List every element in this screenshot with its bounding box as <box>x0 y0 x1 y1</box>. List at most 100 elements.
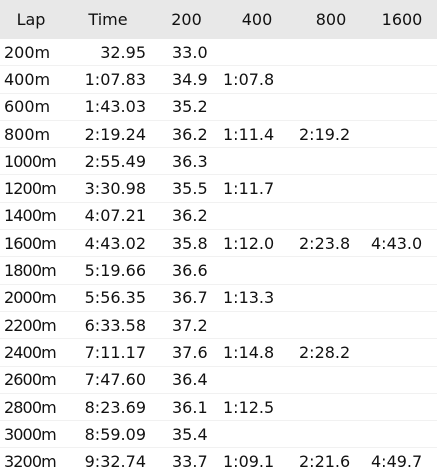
split-400-cell: 1:11.7 <box>219 174 295 203</box>
split-800-cell: 2:23.8 <box>295 229 367 258</box>
split-400-cell <box>219 93 295 121</box>
time-cell: 7:47.60 <box>62 366 154 394</box>
split-800-cell: 2:28.2 <box>295 338 367 367</box>
split-1600-cell <box>367 147 437 176</box>
time-cell: 3:30.98 <box>62 174 154 203</box>
split-800-cell <box>295 393 367 422</box>
time-cell: 1:43.03 <box>62 93 154 121</box>
split-800-cell <box>295 65 367 94</box>
table-row: 1000m 2:55.49 36.3 <box>0 147 437 176</box>
split-200-cell: 35.2 <box>154 93 219 121</box>
lap-cell: 2000m <box>0 284 62 312</box>
table-row: 3200m 9:32.74 33.7 1:09.1 2:21.6 4:49.7 <box>0 448 437 475</box>
lap-cell: 2600m <box>0 366 62 394</box>
header-lap: Lap <box>0 0 62 39</box>
lap-cell: 2200m <box>0 311 62 340</box>
split-400-cell: 1:07.8 <box>219 65 295 94</box>
lap-cell: 3200m <box>4 452 57 472</box>
lap-cell: 800m <box>0 120 62 149</box>
lap-cell: 3000m <box>0 420 62 449</box>
table-row: 1600m 4:43.02 35.8 1:12.0 2:23.8 4:43.0 <box>0 229 437 258</box>
split-400-cell <box>219 202 295 231</box>
split-1600-cell <box>367 393 437 422</box>
split-800-cell: 2:21.6 <box>299 452 351 472</box>
split-1600-cell <box>367 174 437 203</box>
split-400-cell <box>219 147 295 176</box>
split-800-cell <box>295 174 367 203</box>
table-row: 1200m 3:30.98 35.5 1:11.7 <box>0 174 437 203</box>
table-row: 200m 32.95 33.0 <box>0 39 437 67</box>
lap-cell: 1800m <box>0 256 62 285</box>
table-row: 2600m 7:47.60 36.4 <box>0 366 437 394</box>
split-1600-cell <box>367 65 437 94</box>
split-1600-cell: 4:49.7 <box>371 452 423 472</box>
split-200-cell: 36.6 <box>154 256 219 285</box>
table-row: 2200m 6:33.58 37.2 <box>0 311 437 340</box>
split-1600-cell <box>367 311 437 340</box>
table-row: 2400m 7:11.17 37.6 1:14.8 2:28.2 <box>0 338 437 367</box>
split-200-cell: 37.2 <box>154 311 219 340</box>
time-cell: 9:32.74 <box>84 452 146 472</box>
lap-cell: 2800m <box>0 393 62 422</box>
header-1600: 1600 <box>367 0 437 39</box>
time-cell: 8:23.69 <box>62 393 154 422</box>
table-row: 600m 1:43.03 35.2 <box>0 93 437 121</box>
split-400-cell: 1:12.0 <box>219 229 295 258</box>
table-row: 3000m 8:59.09 35.4 <box>0 420 437 449</box>
split-200-cell: 35.4 <box>154 420 219 449</box>
split-200-cell: 36.2 <box>154 202 219 231</box>
header-row: Lap Time 200 400 800 1600 <box>0 0 437 39</box>
split-200-cell: 36.3 <box>154 147 219 176</box>
table-row: 2800m 8:23.69 36.1 1:12.5 <box>0 393 437 422</box>
split-800-cell <box>295 202 367 231</box>
table-row: 400m 1:07.83 34.9 1:07.8 <box>0 65 437 94</box>
table-row: 2000m 5:56.35 36.7 1:13.3 <box>0 284 437 312</box>
split-200-cell: 33.7 <box>172 452 208 472</box>
time-cell: 1:07.83 <box>62 65 154 94</box>
split-800-cell <box>295 420 367 449</box>
lap-cell: 400m <box>0 65 62 94</box>
time-cell: 2:19.24 <box>62 120 154 149</box>
lap-cell: 2400m <box>0 338 62 367</box>
time-cell: 4:07.21 <box>62 202 154 231</box>
lap-cell: 1600m <box>0 229 62 258</box>
split-400-cell <box>219 311 295 340</box>
split-1600-cell <box>367 202 437 231</box>
split-400-cell: 1:11.4 <box>219 120 295 149</box>
split-800-cell <box>295 39 367 67</box>
split-800-cell <box>295 147 367 176</box>
split-200-cell: 34.9 <box>154 65 219 94</box>
split-200-cell: 35.8 <box>154 229 219 258</box>
time-cell: 7:11.17 <box>62 338 154 367</box>
split-200-cell: 37.6 <box>154 338 219 367</box>
split-400-cell <box>219 256 295 285</box>
split-1600-cell <box>367 284 437 312</box>
split-200-cell: 36.1 <box>154 393 219 422</box>
split-200-cell: 36.7 <box>154 284 219 312</box>
header-time: Time <box>62 0 154 39</box>
lap-cell: 1000m <box>0 147 62 176</box>
split-1600-cell <box>367 256 437 285</box>
split-400-cell <box>219 39 295 67</box>
time-cell: 2:55.49 <box>62 147 154 176</box>
time-cell: 5:19.66 <box>62 256 154 285</box>
split-200-cell: 36.4 <box>154 366 219 394</box>
split-800-cell <box>295 93 367 121</box>
time-cell: 5:56.35 <box>62 284 154 312</box>
split-rows: 200m 32.95 33.0 400m 1:07.83 34.9 1:07.8 600m 1:… <box>0 39 437 475</box>
split-200-cell: 33.0 <box>154 39 219 67</box>
split-800-cell <box>295 366 367 394</box>
split-400-cell: 1:12.5 <box>219 393 295 422</box>
split-1600-cell <box>367 39 437 67</box>
split-800-cell <box>295 311 367 340</box>
split-1600-cell <box>367 120 437 149</box>
split-1600-cell: 4:43.0 <box>367 229 437 258</box>
time-cell: 4:43.02 <box>62 229 154 258</box>
time-cell: 8:59.09 <box>62 420 154 449</box>
split-1600-cell <box>367 366 437 394</box>
time-cell: 32.95 <box>62 39 154 67</box>
header-400: 400 <box>219 0 295 39</box>
table-row: 800m 2:19.24 36.2 1:11.4 2:19.2 <box>0 120 437 149</box>
split-200-cell: 36.2 <box>154 120 219 149</box>
